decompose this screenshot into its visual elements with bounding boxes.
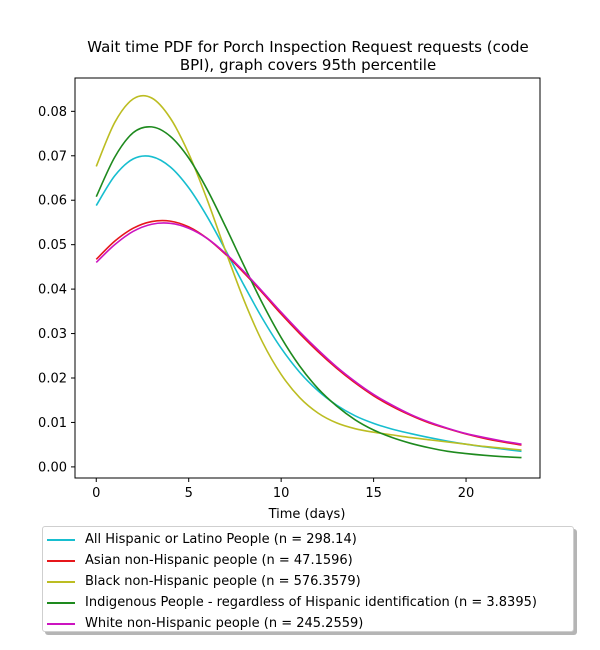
chart-title-line-1: Wait time PDF for Porch Inspection Reque… <box>87 38 529 56</box>
x-axis-label: Time (days) <box>268 507 346 520</box>
legend-label: Asian non-Hispanic people (n = 47.1596) <box>85 553 353 568</box>
y-tick-label: 0.08 <box>38 105 67 120</box>
series-line-2 <box>95 94 522 451</box>
y-tick-label: 0.02 <box>38 372 67 387</box>
y-tick-label: 0.00 <box>38 460 67 475</box>
legend-label: All Hispanic or Latino People (n = 298.1… <box>85 532 357 547</box>
x-axis: 0 5 10 15 20 <box>92 478 474 501</box>
x-tick-label: 5 <box>185 486 193 501</box>
legend-label: Indigenous People - regardless of Hispan… <box>85 595 537 610</box>
plot-frame <box>74 77 541 479</box>
x-tick-label: 15 <box>365 486 382 501</box>
chart-title-line-2: BPI), graph covers 95th percentile <box>180 56 436 74</box>
legend-item: White non-Hispanic people (n = 245.2559) <box>43 613 573 634</box>
legend-swatch <box>47 559 75 562</box>
legend-item: All Hispanic or Latino People (n = 298.1… <box>43 529 573 550</box>
x-tick-label: 0 <box>92 486 100 501</box>
x-tick-label: 20 <box>458 486 475 501</box>
y-tick-label: 0.07 <box>38 149 67 164</box>
legend-label: Black non-Hispanic people (n = 576.3579) <box>85 574 361 589</box>
y-tick-label: 0.06 <box>38 194 67 209</box>
x-tick-label: 10 <box>273 486 290 501</box>
y-tick-label: 0.04 <box>38 283 67 298</box>
y-axis: 0.00 0.01 0.02 0.03 0.04 0.05 0.06 0.07 0.08 <box>38 105 75 475</box>
y-tick-label: 0.05 <box>38 238 67 253</box>
legend-swatch <box>47 601 75 604</box>
series-line-3 <box>95 125 522 459</box>
legend-swatch <box>47 538 75 541</box>
series-line-1 <box>95 219 522 446</box>
legend-label: White non-Hispanic people (n = 245.2559) <box>85 616 364 631</box>
legend: All Hispanic or Latino People (n = 298.1… <box>42 526 574 632</box>
legend-item: Black non-Hispanic people (n = 576.3579) <box>43 571 573 592</box>
y-tick-label: 0.03 <box>38 327 67 342</box>
legend-swatch <box>47 622 75 625</box>
y-tick-label: 0.01 <box>38 416 67 431</box>
plot-lines <box>95 94 522 459</box>
series-line-4 <box>95 222 522 446</box>
legend-item: Asian non-Hispanic people (n = 47.1596) <box>43 550 573 571</box>
legend-swatch <box>47 580 75 583</box>
legend-item: Indigenous People - regardless of Hispan… <box>43 592 573 613</box>
chart: Wait time PDF for Porch Inspection Reque… <box>38 38 541 520</box>
